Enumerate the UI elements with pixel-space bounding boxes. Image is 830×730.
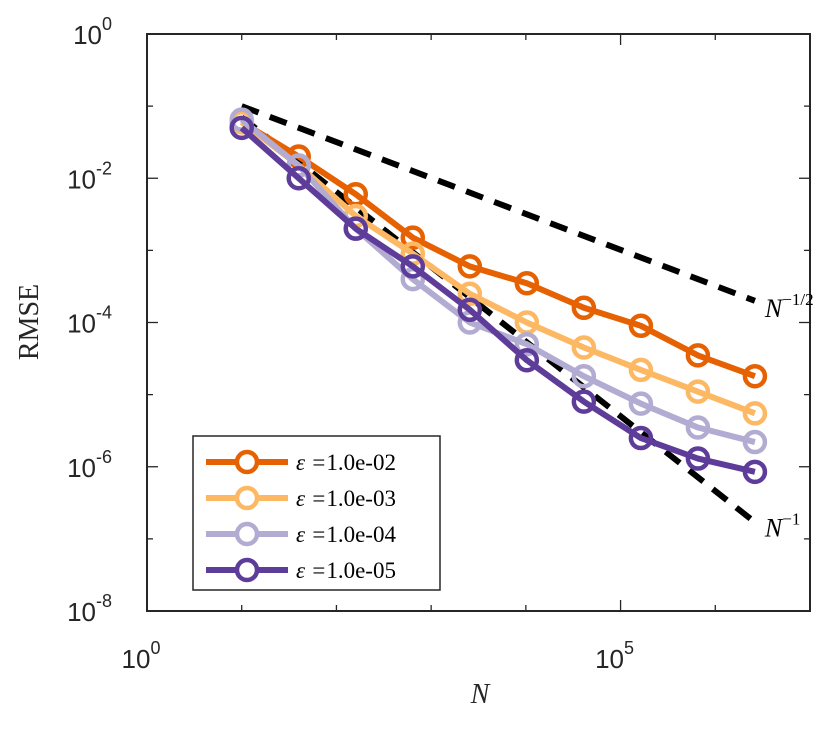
- data-point: [343, 216, 369, 241]
- legend-swatch-marker: [234, 485, 260, 511]
- reference-line: [239, 114, 757, 525]
- legend-swatch-marker: [234, 557, 260, 583]
- data-point: [571, 389, 597, 414]
- y-tick-label: 100: [73, 14, 112, 50]
- series: [229, 109, 768, 426]
- x-tick-label: 100: [122, 638, 161, 674]
- reference-line-labels: N−1/2 N−1: [764, 290, 814, 542]
- reference-line: [240, 103, 756, 304]
- data-point: [685, 446, 711, 471]
- reference-line-label: N−1: [764, 509, 800, 542]
- data-point: [685, 379, 711, 404]
- data-point: [742, 429, 768, 455]
- legend-entries: ε =1.0e-02 ε =1.0e-03 ε =1.0e-04 ε =1.0e-05: [206, 449, 396, 583]
- data-point: [742, 459, 768, 485]
- series-line: [240, 119, 756, 380]
- data-point: [571, 363, 597, 389]
- legend-swatch-marker: [234, 521, 260, 547]
- y-tick-label: 10-2: [67, 158, 112, 194]
- series-line: [239, 119, 756, 417]
- tick-labels: 100 10-2 10-4 10-6 10-8 100 105: [67, 14, 634, 674]
- data-point: [628, 425, 654, 451]
- data-point: [628, 357, 654, 383]
- data-point: [457, 297, 483, 323]
- x-axis-label: N: [470, 679, 491, 710]
- series-lines: [229, 107, 768, 485]
- data-point: [400, 225, 426, 250]
- data-point: [514, 271, 540, 296]
- y-axis-label: RMSE: [14, 284, 45, 360]
- data-point: [286, 166, 311, 191]
- reference-lines: [239, 103, 757, 525]
- legend: ε =1.0e-02 ε =1.0e-03 ε =1.0e-04 ε =1.0e-05: [192, 435, 441, 591]
- data-point: [229, 115, 254, 141]
- data-point: [685, 415, 711, 440]
- data-point: [514, 331, 540, 357]
- series-line: [239, 125, 756, 475]
- reference-line-label: N−1/2: [764, 290, 814, 323]
- data-point: [400, 254, 426, 279]
- y-tick-label: 10-8: [67, 591, 112, 627]
- legend-label: ε =1.0e-02: [296, 450, 396, 475]
- data-point: [628, 391, 654, 416]
- data-point: [742, 363, 768, 389]
- x-tick-label: 105: [595, 638, 634, 674]
- legend-label: ε =1.0e-05: [296, 558, 396, 583]
- legend-swatch-marker: [234, 449, 260, 475]
- data-point: [571, 295, 597, 321]
- y-tick-label: 10-4: [67, 303, 112, 339]
- data-point: [742, 401, 768, 426]
- y-tick-label: 10-6: [67, 447, 112, 483]
- data-point: [685, 343, 711, 368]
- plot-area-frame: [146, 33, 811, 612]
- data-point: [457, 254, 483, 279]
- data-point: [514, 347, 540, 373]
- legend-label: ε =1.0e-03: [296, 486, 396, 511]
- series: [229, 115, 768, 485]
- data-point: [571, 335, 597, 360]
- data-point: [457, 281, 483, 307]
- legend-label: ε =1.0e-04: [296, 522, 396, 547]
- data-point: [628, 313, 654, 339]
